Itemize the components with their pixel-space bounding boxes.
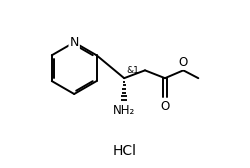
- Text: O: O: [160, 100, 170, 113]
- Text: &1: &1: [126, 66, 139, 74]
- Text: N: N: [70, 36, 79, 49]
- Text: NH₂: NH₂: [113, 104, 135, 117]
- Text: O: O: [179, 56, 188, 69]
- Text: HCl: HCl: [113, 144, 137, 158]
